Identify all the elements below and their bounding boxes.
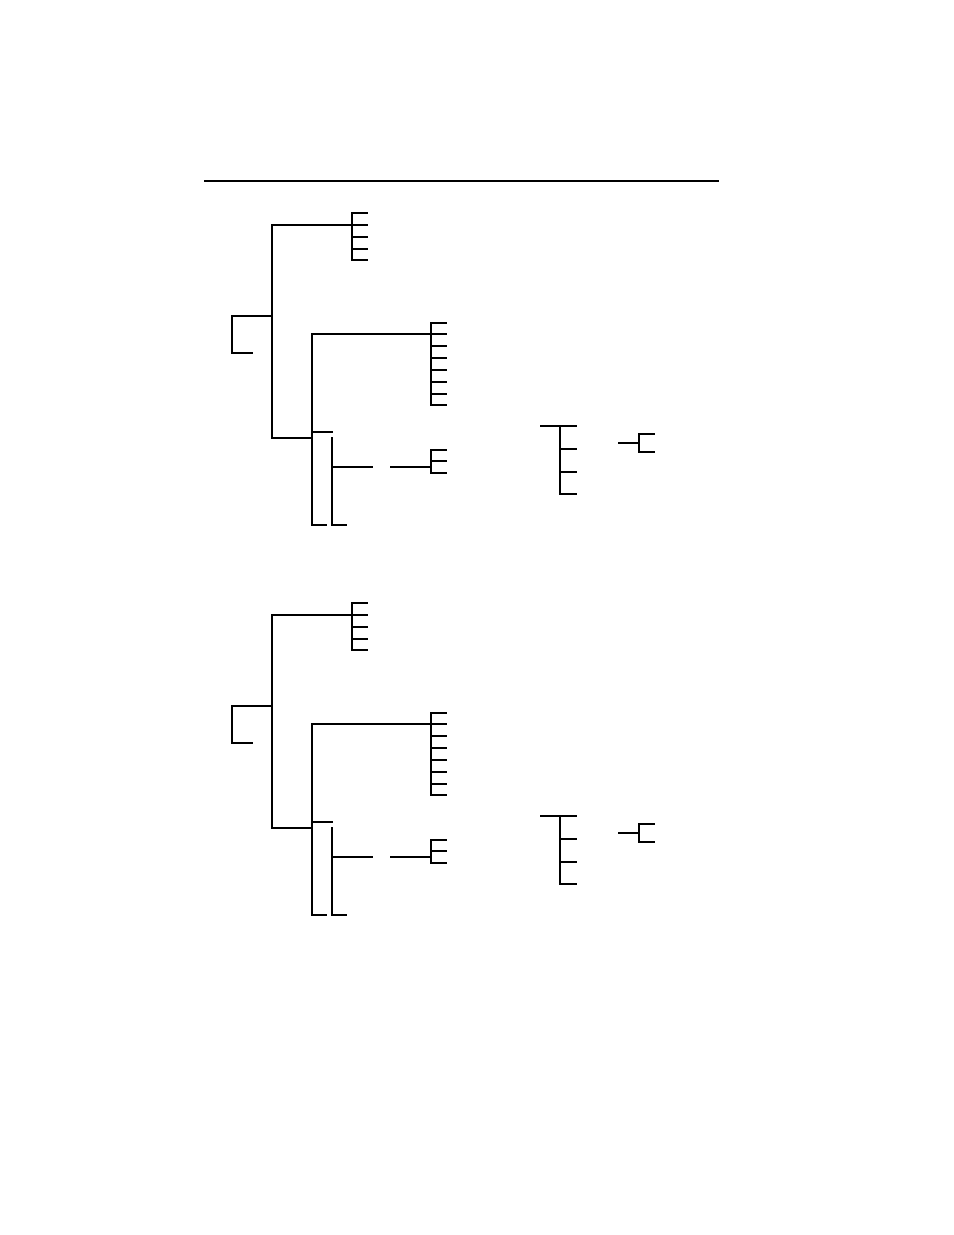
bracket-tree-1 (232, 603, 654, 915)
bracket-tree-0 (232, 213, 654, 525)
diagram-canvas (0, 0, 954, 1235)
